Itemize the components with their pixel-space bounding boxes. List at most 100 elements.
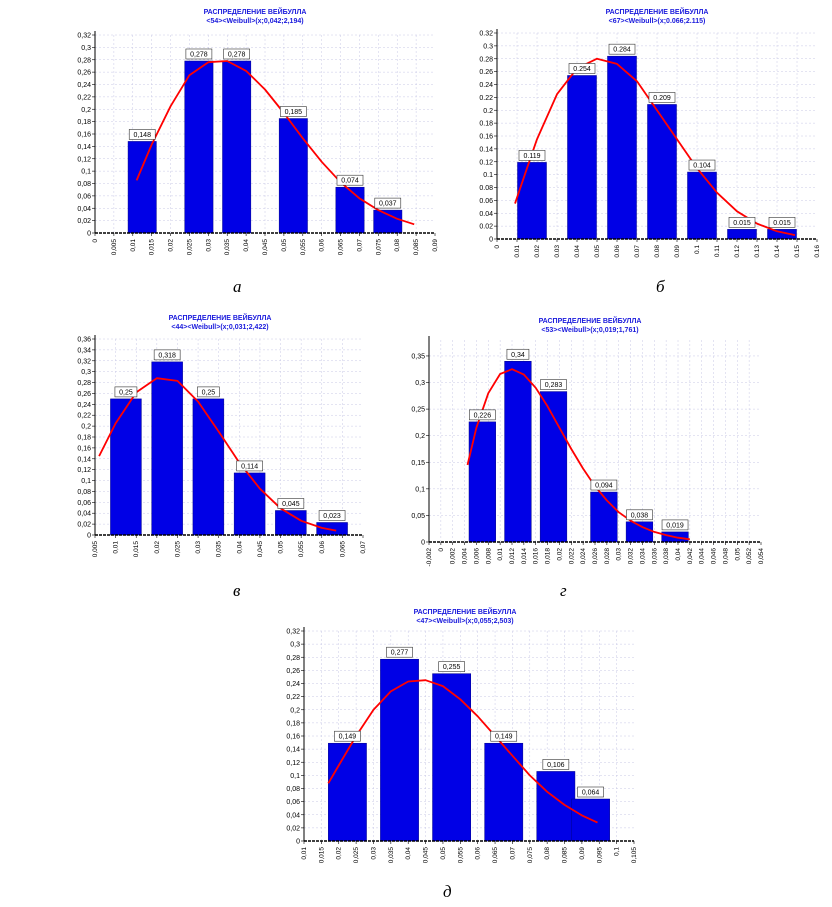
y-tick-label: 0,3 xyxy=(81,45,91,52)
chart-subtitle: <44><Weibull>(x;0,031;2,422) xyxy=(171,324,268,331)
x-tick-label: 0,09 xyxy=(579,847,586,860)
x-tick-label: 0,05 xyxy=(734,548,741,561)
x-tick-label: 0,055 xyxy=(298,541,305,558)
data-label: 0,148 xyxy=(133,132,151,139)
x-tick-label: 0,105 xyxy=(631,847,638,864)
y-tick-label: 0,16 xyxy=(77,445,91,452)
x-tick-label: 0.14 xyxy=(774,245,781,258)
x-tick-label: 0,075 xyxy=(375,239,382,256)
chart-title: РАСПРЕДЕЛЕНИЕ ВЕЙБУЛЛА xyxy=(606,7,709,16)
bar xyxy=(607,55,637,240)
data-label-box xyxy=(688,159,716,171)
data-label: 0,064 xyxy=(582,790,600,797)
y-tick-label: 0 xyxy=(489,237,493,244)
bar xyxy=(536,771,576,842)
y-tick-label: 0,36 xyxy=(77,337,91,344)
y-tick-label: 0,32 xyxy=(286,629,300,636)
data-label-box xyxy=(223,48,250,60)
bar xyxy=(192,398,225,536)
data-label-box xyxy=(590,479,618,491)
y-tick-label: 0,3 xyxy=(81,369,91,376)
x-tick-label: 0,038 xyxy=(663,548,670,565)
y-tick-label: 0,24 xyxy=(77,82,91,89)
x-tick-label: 0.04 xyxy=(574,245,581,258)
y-tick-label: 0.32 xyxy=(479,31,493,38)
chart-panel-d: РАСПРЕДЕЛЕНИЕ ВЕЙБУЛЛА <53><Weibull>(x;0,… xyxy=(389,314,771,566)
x-tick-label: 0,025 xyxy=(186,239,193,256)
data-label-box xyxy=(128,129,156,140)
data-label: 0,114 xyxy=(241,463,258,470)
y-tick-label: 0,26 xyxy=(286,668,300,675)
y-tick-label: 0.04 xyxy=(479,211,493,218)
x-tick-label: 0,01 xyxy=(301,847,308,860)
y-tick-label: 0.16 xyxy=(479,134,493,141)
data-label: 0,149 xyxy=(495,734,513,741)
y-tick-label: 0,3 xyxy=(290,642,300,649)
data-label-box xyxy=(542,759,570,770)
bar xyxy=(233,472,266,536)
y-tick-label: 0,04 xyxy=(77,206,91,213)
data-label: 0,023 xyxy=(323,513,341,520)
bar xyxy=(687,171,717,240)
data-label: 0,34 xyxy=(511,352,525,359)
x-tick-label: 0,01 xyxy=(130,239,137,252)
x-tick-label: 0,048 xyxy=(722,548,729,565)
y-tick-label: 0 xyxy=(87,231,91,238)
x-tick-label: 0,055 xyxy=(457,847,464,864)
data-label-box xyxy=(518,150,546,161)
chart-svg: РАСПРЕДЕЛЕНИЕ ВЕЙБУЛЛА <67><Weibull>(x;0.… xyxy=(479,7,821,258)
chart-panel-e: РАСПРЕДЕЛЕНИЕ ВЕЙБУЛЛА <47><Weibull>(x;0,… xyxy=(262,605,648,875)
y-tick-label: 0.02 xyxy=(479,224,493,231)
data-label-box xyxy=(648,92,676,103)
data-label: 0.015 xyxy=(773,220,791,227)
data-label: 0,277 xyxy=(391,650,409,657)
y-tick-label: 0,02 xyxy=(77,218,91,225)
y-tick-label: 0,25 xyxy=(411,407,425,414)
y-tick-label: 0,28 xyxy=(77,57,91,64)
bar xyxy=(380,658,419,842)
data-label: 0.254 xyxy=(573,66,591,73)
bar xyxy=(590,491,618,543)
chart-title: РАСПРЕДЕЛЕНИЕ ВЕЙБУЛЛА xyxy=(169,313,272,322)
x-tick-label: 0,07 xyxy=(356,239,363,252)
data-label-box xyxy=(490,730,518,742)
x-tick-label: 0,032 xyxy=(628,548,635,565)
bar xyxy=(184,60,214,234)
y-tick-label: 0.14 xyxy=(479,146,493,153)
x-tick-label: 0,055 xyxy=(300,239,307,256)
y-tick-label: 0 xyxy=(87,533,91,540)
y-tick-label: 0.08 xyxy=(479,185,493,192)
y-tick-label: 0,18 xyxy=(286,720,300,727)
y-tick-label: 0,1 xyxy=(81,478,91,485)
x-tick-label: 0.08 xyxy=(654,245,661,258)
x-tick-label: 0,004 xyxy=(462,548,469,565)
bar xyxy=(647,104,677,240)
data-label-box xyxy=(277,498,305,509)
x-tick-label: 0,05 xyxy=(281,239,288,252)
x-tick-label: 0,018 xyxy=(545,548,552,565)
y-tick-label: 0,08 xyxy=(286,786,300,793)
x-tick-label: 0,012 xyxy=(509,548,516,565)
x-tick-label: 0,05 xyxy=(278,541,285,554)
x-tick-label: 0,04 xyxy=(236,541,243,554)
data-label: 0,255 xyxy=(443,664,461,671)
bar xyxy=(110,398,142,536)
x-tick-label: 0.07 xyxy=(634,245,641,258)
data-label: 0.015 xyxy=(733,220,751,227)
data-label: 0,038 xyxy=(631,512,649,519)
x-tick-label: 0.13 xyxy=(754,245,761,258)
y-tick-label: 0,02 xyxy=(77,522,91,529)
x-tick-label: 0,09 xyxy=(432,239,439,252)
y-tick-label: 0,12 xyxy=(77,156,91,163)
x-tick-label: 0 xyxy=(494,245,501,249)
x-tick-label: 0,065 xyxy=(492,847,499,864)
y-tick-label: 0,24 xyxy=(77,402,91,409)
x-tick-label: 0,016 xyxy=(533,548,540,565)
x-tick-label: 0,024 xyxy=(580,548,587,565)
x-tick-label: 0,095 xyxy=(596,847,603,864)
y-tick-label: 0.22 xyxy=(479,95,493,102)
x-tick-label: 0,014 xyxy=(521,548,528,565)
x-tick-label: 0,045 xyxy=(257,541,264,558)
x-tick-label: 0,045 xyxy=(423,847,430,864)
x-tick-label: 0,008 xyxy=(485,548,492,565)
